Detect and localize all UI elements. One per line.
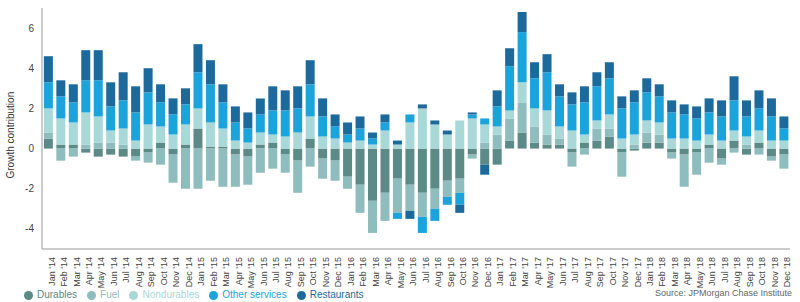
svg-text:Aug '18: Aug '18 xyxy=(732,257,742,287)
svg-text:Jan '18: Jan '18 xyxy=(645,257,655,286)
svg-text:May '14: May '14 xyxy=(96,257,106,288)
svg-text:Oct '18: Oct '18 xyxy=(757,257,767,285)
svg-text:Dec '16: Dec '16 xyxy=(483,257,493,287)
svg-text:Mar '16: Mar '16 xyxy=(371,257,381,287)
svg-text:Apr '17: Apr '17 xyxy=(533,257,543,285)
svg-text:Jun '14: Jun '14 xyxy=(109,257,119,286)
svg-text:May '18: May '18 xyxy=(695,257,705,288)
svg-text:Aug '16: Aug '16 xyxy=(433,257,443,287)
svg-text:Dec '17: Dec '17 xyxy=(633,257,643,287)
svg-text:Jan '16: Jan '16 xyxy=(346,257,356,286)
svg-text:Mar '17: Mar '17 xyxy=(520,257,530,287)
svg-text:Nov '18: Nov '18 xyxy=(770,257,780,287)
svg-text:Feb '17: Feb '17 xyxy=(508,257,518,287)
svg-text:May '16: May '16 xyxy=(396,257,406,288)
svg-text:Nov '17: Nov '17 xyxy=(620,257,630,287)
svg-text:Jan '14: Jan '14 xyxy=(47,257,57,286)
svg-text:0: 0 xyxy=(28,143,34,154)
svg-text:Jul '15: Jul '15 xyxy=(271,257,281,283)
svg-text:Dec '18: Dec '18 xyxy=(782,257,792,287)
svg-text:Feb '15: Feb '15 xyxy=(209,257,219,287)
svg-text:Oct '15: Oct '15 xyxy=(308,257,318,285)
svg-text:Jan '17: Jan '17 xyxy=(495,257,505,286)
svg-text:Mar '15: Mar '15 xyxy=(221,257,231,287)
svg-text:Jan '15: Jan '15 xyxy=(196,257,206,286)
svg-text:Apr '16: Apr '16 xyxy=(383,257,393,285)
svg-text:Apr '14: Apr '14 xyxy=(84,257,94,285)
svg-text:Jul '14: Jul '14 xyxy=(121,257,131,283)
svg-text:Feb '16: Feb '16 xyxy=(358,257,368,287)
svg-text:6: 6 xyxy=(28,23,34,34)
svg-text:Oct '17: Oct '17 xyxy=(608,257,618,285)
svg-text:2: 2 xyxy=(28,103,34,114)
svg-text:Growth contribution: Growth contribution xyxy=(8,92,16,179)
svg-text:Dec '14: Dec '14 xyxy=(184,257,194,287)
svg-text:Jul '17: Jul '17 xyxy=(570,257,580,283)
svg-text:Apr '15: Apr '15 xyxy=(234,257,244,285)
svg-text:Nov '15: Nov '15 xyxy=(321,257,331,287)
html-text:Durables: Durables xyxy=(37,289,77,300)
svg-text:Sep '17: Sep '17 xyxy=(595,257,605,287)
svg-text:Sep '18: Sep '18 xyxy=(745,257,755,287)
html-text:Other services: Other services xyxy=(222,289,287,300)
svg-text:Jul '16: Jul '16 xyxy=(421,257,431,283)
svg-text:Jun '17: Jun '17 xyxy=(558,257,568,286)
svg-text:Sep '16: Sep '16 xyxy=(446,257,456,287)
svg-text:Nov '16: Nov '16 xyxy=(470,257,480,287)
svg-text:Aug '17: Aug '17 xyxy=(583,257,593,287)
svg-text:Jun '15: Jun '15 xyxy=(259,257,269,286)
html-text:Restaurants: Restaurants xyxy=(309,289,364,300)
svg-text:4: 4 xyxy=(28,63,34,74)
svg-text:Jun '16: Jun '16 xyxy=(408,257,418,286)
svg-text:Dec '15: Dec '15 xyxy=(333,257,343,287)
svg-text:Sep '14: Sep '14 xyxy=(146,257,156,287)
svg-text:Jun '18: Jun '18 xyxy=(707,257,717,286)
svg-text:Aug '15: Aug '15 xyxy=(283,257,293,287)
svg-text:Feb '18: Feb '18 xyxy=(657,257,667,287)
svg-text:-4: -4 xyxy=(25,223,34,234)
svg-text:Feb '14: Feb '14 xyxy=(59,257,69,287)
svg-text:May '17: May '17 xyxy=(545,257,555,288)
svg-text:Mar '18: Mar '18 xyxy=(670,257,680,287)
svg-text:Oct '14: Oct '14 xyxy=(159,257,169,285)
html-text:Nondurables: Nondurables xyxy=(142,289,200,300)
html-text:Fuel: Fuel xyxy=(100,289,120,300)
svg-text:Apr '18: Apr '18 xyxy=(682,257,692,285)
svg-text:Mar '14: Mar '14 xyxy=(72,257,82,287)
svg-text:Jul '18: Jul '18 xyxy=(720,257,730,283)
html-text:Source: JPMorgan Chase Institu: Source: JPMorgan Chase Institute xyxy=(654,288,792,298)
svg-text:Nov '14: Nov '14 xyxy=(171,257,181,287)
svg-text:-2: -2 xyxy=(25,183,34,194)
svg-text:Oct '16: Oct '16 xyxy=(458,257,468,285)
svg-text:Aug '14: Aug '14 xyxy=(134,257,144,287)
svg-text:May '15: May '15 xyxy=(246,257,256,288)
svg-text:Sep '15: Sep '15 xyxy=(296,257,306,287)
